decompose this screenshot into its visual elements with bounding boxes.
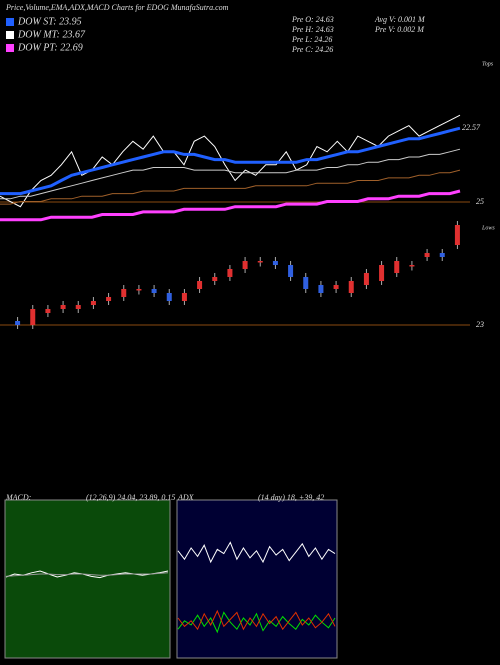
candle [272,261,278,265]
candle [409,265,415,267]
candle [90,301,96,305]
candle [75,305,81,309]
info-text: Pre L: 24.26 [291,35,332,44]
candle [60,305,66,309]
legend-swatch [6,18,14,26]
series-line [0,148,461,200]
candle [257,261,263,263]
series-line [0,169,461,205]
series-line [177,541,336,564]
candle [288,265,294,277]
candle [379,265,385,281]
info-text: Pre C: 24.26 [291,45,333,54]
candle [242,261,248,269]
candle [303,277,309,289]
legend-swatch [6,31,14,39]
candle [45,309,51,313]
candle [30,309,36,325]
price-label: 25 [476,197,484,206]
candle [454,225,460,245]
candle [363,273,369,285]
info-text: Pre V: 0.002 M [374,25,425,34]
info-text: Pre O: 24.63 [291,15,334,24]
info-text: Pre H: 24.63 [291,25,334,34]
series-line [5,572,169,577]
info-text: Avg V: 0.001 M [374,15,426,24]
legend-swatch [6,44,14,52]
candle [197,281,203,289]
candle [15,321,21,325]
legend-label: DOW ST: 23.95 [17,16,82,27]
candle [318,285,324,293]
series-line [0,126,461,196]
price-label: Tops [482,61,494,67]
y-tick-label: 23 [476,320,484,329]
candle [439,253,445,257]
legend-label: DOW MT: 23.67 [17,29,86,40]
candle [227,269,233,277]
series-line [177,609,336,631]
series-line [0,189,461,222]
candle [212,277,218,281]
legend-label: DOW PT: 22.69 [17,42,83,53]
candle [106,297,112,301]
candle [166,293,172,301]
series-line [5,570,169,579]
candle [181,293,187,301]
candle [333,285,339,289]
adx-panel [176,499,338,659]
price-label: Lows [481,225,495,231]
price-label: 22.57 [462,123,481,132]
macd-panel [4,499,171,659]
panel-title: MACD: [5,493,32,502]
series-line [177,611,336,634]
candle [394,261,400,273]
candle [151,289,157,293]
candle [121,289,127,297]
series-line [0,114,461,208]
candle [348,281,354,293]
candle [136,289,142,291]
panel-subtitle: (12,26,9) 24.04, 23.89, 0.15 [86,493,175,502]
candle [424,253,430,257]
panel-subtitle: (14 day) 18, +39, 42 [258,493,324,502]
panel-title: ADX [177,493,195,502]
chart-title: Price,Volume,EMA,ADX,MACD Charts for EDO… [5,3,229,12]
